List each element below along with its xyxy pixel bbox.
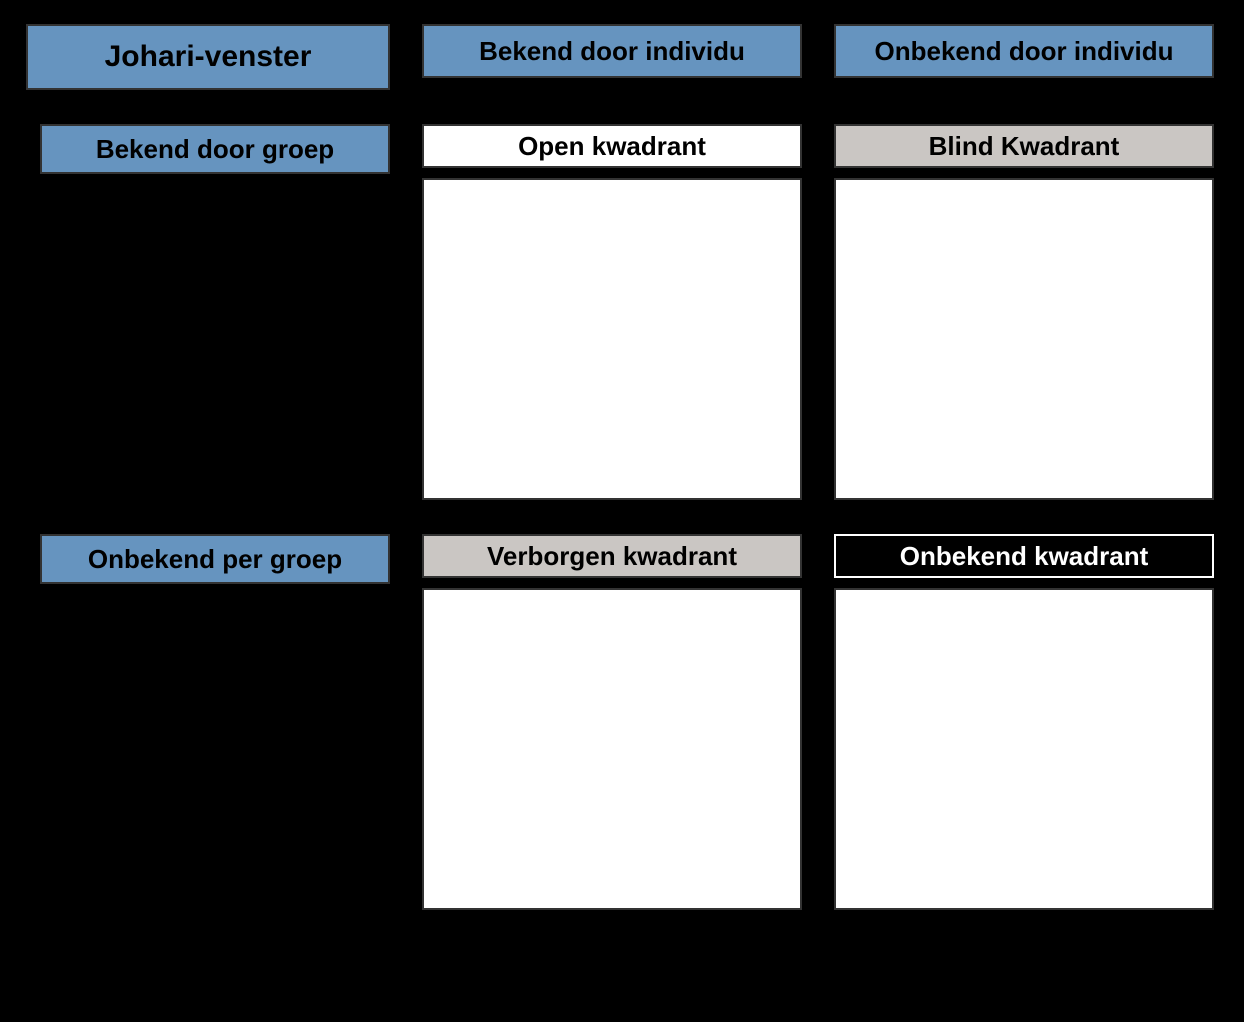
quadrant-blind: Blind Kwadrant bbox=[834, 124, 1214, 500]
quadrant-unknown-body bbox=[834, 588, 1214, 910]
quadrant-unknown: Onbekend kwadrant bbox=[834, 534, 1214, 910]
quadrant-open-label: Open kwadrant bbox=[422, 124, 802, 168]
quadrant-hidden: Verborgen kwadrant bbox=[422, 534, 802, 910]
quadrant-hidden-label: Verborgen kwadrant bbox=[422, 534, 802, 578]
quadrant-hidden-body bbox=[422, 588, 802, 910]
row-unknown-group-wrap: Onbekend per groep bbox=[26, 534, 390, 910]
diagram-title: Johari-venster bbox=[26, 24, 390, 90]
row-header-known-group: Bekend door groep bbox=[40, 124, 390, 174]
quadrant-open-body bbox=[422, 178, 802, 500]
quadrant-blind-label: Blind Kwadrant bbox=[834, 124, 1214, 168]
col-header-known-individual: Bekend door individu bbox=[422, 24, 802, 78]
johari-grid: Johari-venster Bekend door individu Onbe… bbox=[0, 0, 1244, 934]
row-header-unknown-group: Onbekend per groep bbox=[40, 534, 390, 584]
row-known-group-wrap: Bekend door groep bbox=[26, 124, 390, 500]
col-header-unknown-individual: Onbekend door individu bbox=[834, 24, 1214, 78]
quadrant-unknown-label: Onbekend kwadrant bbox=[834, 534, 1214, 578]
quadrant-open: Open kwadrant bbox=[422, 124, 802, 500]
quadrant-blind-body bbox=[834, 178, 1214, 500]
